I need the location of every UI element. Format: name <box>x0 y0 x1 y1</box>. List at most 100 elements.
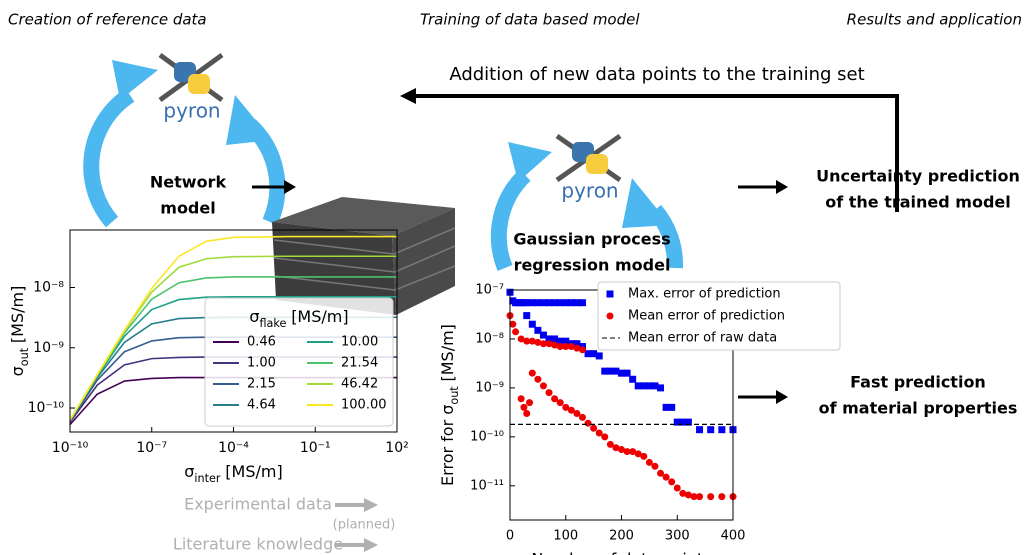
point <box>540 382 547 389</box>
point <box>640 453 647 460</box>
model-label: Gaussian process <box>513 230 670 249</box>
x-tick-label: 0 <box>506 529 514 544</box>
legend-title-sub: flake <box>260 317 287 330</box>
point <box>624 370 631 377</box>
y-axis-label-text: σ <box>8 366 27 376</box>
x-tick-label: 300 <box>665 529 690 544</box>
point <box>696 493 703 500</box>
point <box>629 376 636 383</box>
point <box>651 463 658 470</box>
x-axis-label: σinter [MS/m] <box>184 462 282 485</box>
point <box>707 426 714 433</box>
legend-label: 1.00 <box>247 356 276 371</box>
point <box>585 420 592 427</box>
cycle-arrow-head <box>226 95 272 145</box>
point <box>601 433 608 440</box>
header: Creation of reference data <box>8 11 207 29</box>
legend-label: 2.15 <box>247 377 276 392</box>
point <box>523 410 530 417</box>
x-tick-label: 10⁻⁷ <box>136 440 167 456</box>
x-tick-label: 200 <box>609 529 634 544</box>
x-axis-label-unit: [MS/m] <box>225 462 282 481</box>
point <box>718 426 725 433</box>
cycle-arrow <box>499 175 525 268</box>
point <box>668 404 675 411</box>
y-tick-label: 10⁻¹⁰ <box>28 400 65 416</box>
legend-label: Max. error of prediction <box>628 287 781 302</box>
point <box>526 399 533 406</box>
point <box>579 346 586 353</box>
legend-label: 21.54 <box>341 356 378 371</box>
cycle-arrow-head <box>112 60 158 100</box>
point <box>579 299 586 306</box>
x-tick-label: 10⁻¹ <box>300 440 331 456</box>
x-axis-label-sub: inter <box>194 472 220 485</box>
y-axis-label-unit: [MS/m] <box>438 324 457 381</box>
legend-label: 10.00 <box>341 335 378 350</box>
point <box>696 426 703 433</box>
point <box>557 399 564 406</box>
arrow-head <box>400 88 416 104</box>
result-label: of material properties <box>819 399 1018 418</box>
legend-marker <box>607 313 614 320</box>
planned-label: (planned) <box>333 518 396 533</box>
python-logo <box>557 136 620 180</box>
model-label: Network <box>150 173 227 192</box>
python-logo <box>160 55 222 100</box>
model-label: model <box>160 199 215 218</box>
figure: Creation of reference data Training of d… <box>0 0 1029 555</box>
logo-text: pyron <box>561 179 618 203</box>
result-label: Fast prediction <box>850 373 986 392</box>
cycle-arrow <box>91 95 130 222</box>
y-axis-label-text: Error for σ <box>438 405 457 486</box>
point <box>529 321 536 328</box>
x-axis-label: Number of data points <box>531 550 711 555</box>
point <box>596 352 603 359</box>
legend-label: 4.64 <box>247 398 276 413</box>
y-axis-label: Error for σout [MS/m] <box>438 324 461 486</box>
point <box>546 389 553 396</box>
point <box>668 478 675 485</box>
point <box>590 425 597 432</box>
y-axis-label-sub: out <box>18 347 31 366</box>
y-tick-label: 10⁻⁸ <box>33 280 64 296</box>
point <box>534 376 541 383</box>
x-tick-label: 100 <box>553 529 578 544</box>
point <box>520 404 527 411</box>
legend-label: 46.42 <box>341 377 378 392</box>
x-axis-label-text: σ <box>184 462 194 481</box>
input-label: Experimental data <box>184 495 332 514</box>
y-tick-label: 10⁻⁹ <box>33 340 64 356</box>
legend-label: 0.46 <box>247 335 276 350</box>
y-tick-label: 10⁻¹⁰ <box>470 429 504 444</box>
result-label: Uncertainty prediction <box>816 167 1020 186</box>
point <box>663 474 670 481</box>
result-label: of the trained model <box>825 193 1011 212</box>
point <box>707 493 714 500</box>
model-label: regression model <box>514 256 671 275</box>
point <box>529 370 536 377</box>
point <box>674 485 681 492</box>
logo-text: pyron <box>163 99 220 123</box>
header: Training of data based model <box>420 11 640 29</box>
y-axis-label: σout [MS/m] <box>8 286 31 377</box>
point <box>579 414 586 421</box>
y-tick-label: 10⁻⁹ <box>475 380 504 395</box>
x-tick-label: 10⁻¹⁰ <box>52 440 89 456</box>
header: Results and application <box>847 11 1022 29</box>
point <box>718 493 725 500</box>
legend-title-text: σ <box>249 307 259 326</box>
x-tick-label: 10² <box>385 440 408 456</box>
cycle-arrow-head <box>622 178 670 228</box>
y-axis-label-unit: [MS/m] <box>8 286 27 343</box>
y-tick-label: 10⁻⁸ <box>475 331 504 346</box>
point <box>657 384 664 391</box>
y-axis-label-sub: out <box>448 386 461 405</box>
point <box>512 328 519 335</box>
legend-label: Mean error of prediction <box>628 309 785 324</box>
point <box>518 395 525 402</box>
y-tick-label: 10⁻⁷ <box>475 283 504 298</box>
x-tick-label: 400 <box>721 529 746 544</box>
point <box>523 312 530 319</box>
legend-title-unit: [MS/m] <box>291 307 348 326</box>
